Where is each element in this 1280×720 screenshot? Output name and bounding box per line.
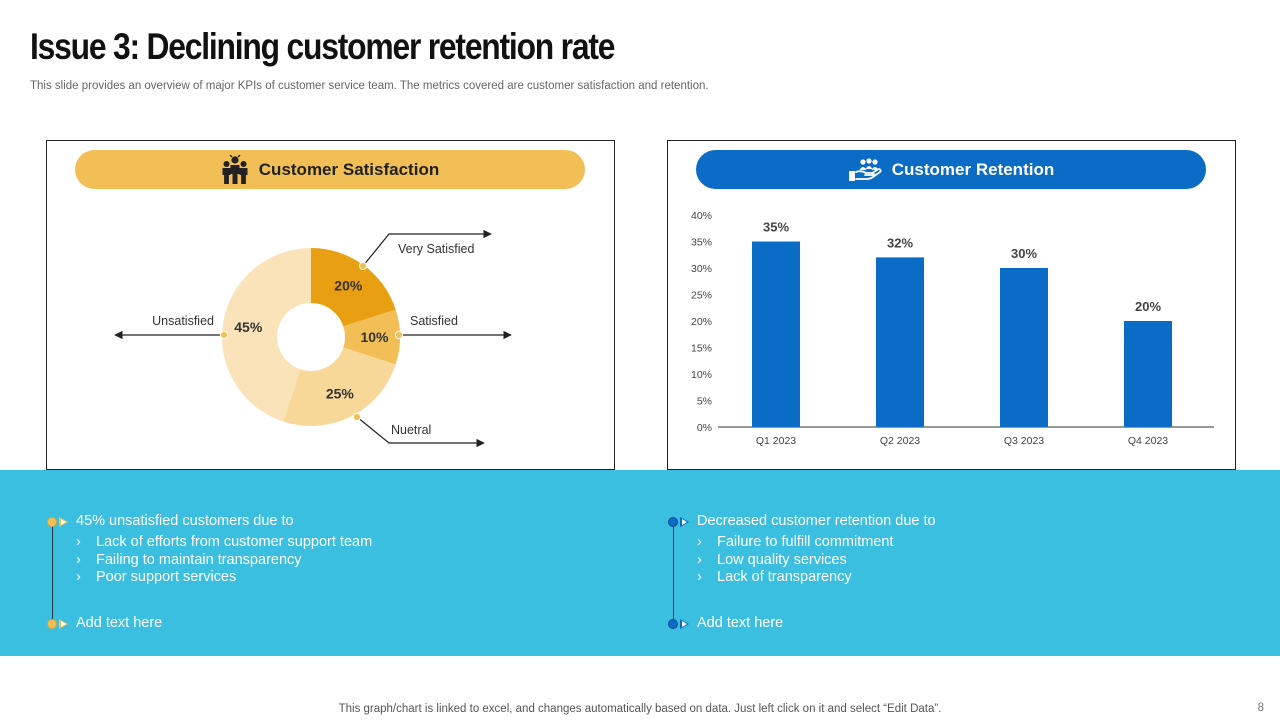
slice-category-label: Nuetral: [391, 423, 431, 437]
list-item: › Lack of transparency: [697, 569, 852, 585]
y-tick-label: 15%: [691, 343, 712, 355]
x-tick-label: Q2 2023: [880, 435, 920, 447]
notes-left-footer: Add text here: [76, 615, 163, 631]
satisfaction-donut-chart: 20% 10% 25% 45% Very Satisfied Satisfied Nuetr…: [114, 229, 512, 448]
page-number: 8: [1257, 702, 1264, 714]
chevron-right-icon: ›: [76, 569, 81, 585]
timeline-dot: [47, 517, 57, 527]
donut-slice: [222, 248, 311, 422]
list-item: › Low quality services: [697, 551, 847, 568]
bar: [752, 241, 800, 427]
satisfaction-header: Customer Satisfaction: [75, 150, 585, 189]
people-group-icon: [222, 154, 248, 184]
notes-left-list: › Lack of efforts from customer support t…: [76, 534, 372, 587]
satisfaction-heading: Customer Satisfaction: [258, 159, 440, 179]
chevron-right-icon: ›: [76, 534, 81, 550]
chevron-right-icon: ›: [76, 551, 81, 568]
notes-right-footer: Add text here: [697, 615, 784, 631]
callout-dot: [358, 261, 368, 271]
bar-value-label: 35%: [763, 220, 789, 235]
bar: [1124, 321, 1172, 427]
slice-category-label: Unsatisfied: [152, 314, 214, 328]
timeline-dot: [668, 517, 678, 527]
y-tick-label: 20%: [691, 316, 712, 328]
callout-dot: [219, 330, 229, 340]
page-subtitle: This slide provides an overview of major…: [30, 80, 709, 92]
timeline-line: [52, 521, 53, 624]
callout-line: [362, 229, 492, 267]
notes-right-heading: Decreased customer retention due to: [697, 513, 936, 529]
page-title: Issue 3: Declining customer retention ra…: [30, 26, 615, 67]
y-tick-label: 5%: [697, 396, 712, 408]
bar: [1000, 268, 1048, 427]
slice-value-label: 25%: [326, 386, 355, 402]
slice-category-label: Very Satisfied: [398, 242, 474, 256]
callout-dot: [352, 412, 362, 422]
timeline-line: [673, 521, 674, 624]
list-item: › Failing to maintain transparency: [76, 551, 302, 568]
bar-value-label: 32%: [887, 235, 913, 250]
timeline-dot: [668, 619, 678, 629]
slice-category-label: Satisfied: [410, 314, 458, 328]
bar-value-label: 20%: [1135, 299, 1161, 314]
donut-slice: [311, 248, 396, 327]
x-tick-label: Q4 2023: [1128, 435, 1168, 447]
list-item: › Failure to fulfill commitment: [697, 534, 894, 550]
slice-value-label: 20%: [334, 278, 363, 294]
notes-left-heading: 45% unsatisfied customers due to: [76, 513, 294, 529]
timeline-dot: [47, 619, 57, 629]
y-tick-label: 35%: [691, 237, 712, 249]
arrow-icon: [59, 619, 68, 629]
slice-value-label: 10%: [360, 329, 389, 345]
satisfaction-panel: Customer Satisfaction 20% 10% 25% 45% Very S…: [46, 140, 615, 470]
callout-line: [356, 416, 485, 448]
x-tick-label: Q3 2023: [1004, 435, 1044, 447]
retention-bar-chart: 0% 5% 10% 15% 20% 25% 30% 35% 40% 35% Q1 2023 32% Q2…: [691, 210, 1214, 447]
retention-panel: Customer Retention 0% 5% 10% 15% 20% 25% 30% 35…: [667, 140, 1236, 470]
notes-right: Decreased customer retention due to › Fai…: [667, 470, 1227, 656]
retention-header: Customer Retention: [696, 150, 1206, 189]
y-tick-label: 30%: [691, 263, 712, 275]
retention-heading: Customer Retention: [891, 159, 1055, 179]
y-tick-label: 25%: [691, 290, 712, 302]
notes-right-list: › Failure to fulfill commitment › Low qual…: [697, 534, 893, 587]
notes-band: 45% unsatisfied customers due to › Lack o…: [0, 470, 1280, 656]
notes-left: 45% unsatisfied customers due to › Lack o…: [46, 470, 606, 656]
chevron-right-icon: ›: [697, 534, 702, 550]
hand-people-icon: [848, 157, 882, 181]
list-item: › Poor support services: [76, 569, 237, 585]
x-tick-label: Q1 2023: [756, 435, 796, 447]
y-tick-label: 40%: [691, 210, 712, 222]
y-tick-label: 0%: [697, 422, 712, 434]
bar-value-label: 30%: [1011, 246, 1037, 261]
arrow-icon: [680, 517, 689, 527]
arrow-icon: [680, 619, 689, 629]
arrow-icon: [59, 517, 68, 527]
chevron-right-icon: ›: [697, 551, 702, 568]
y-tick-label: 10%: [691, 369, 712, 381]
slice-value-label: 45%: [234, 319, 263, 335]
list-item: › Lack of efforts from customer support t…: [76, 534, 373, 550]
callout-dot: [394, 330, 404, 340]
donut-slice: [283, 347, 396, 426]
chevron-right-icon: ›: [697, 569, 702, 585]
donut-slice: [343, 309, 401, 365]
footer-note: This graph/chart is linked to excel, and…: [338, 703, 942, 715]
bar: [876, 257, 924, 427]
